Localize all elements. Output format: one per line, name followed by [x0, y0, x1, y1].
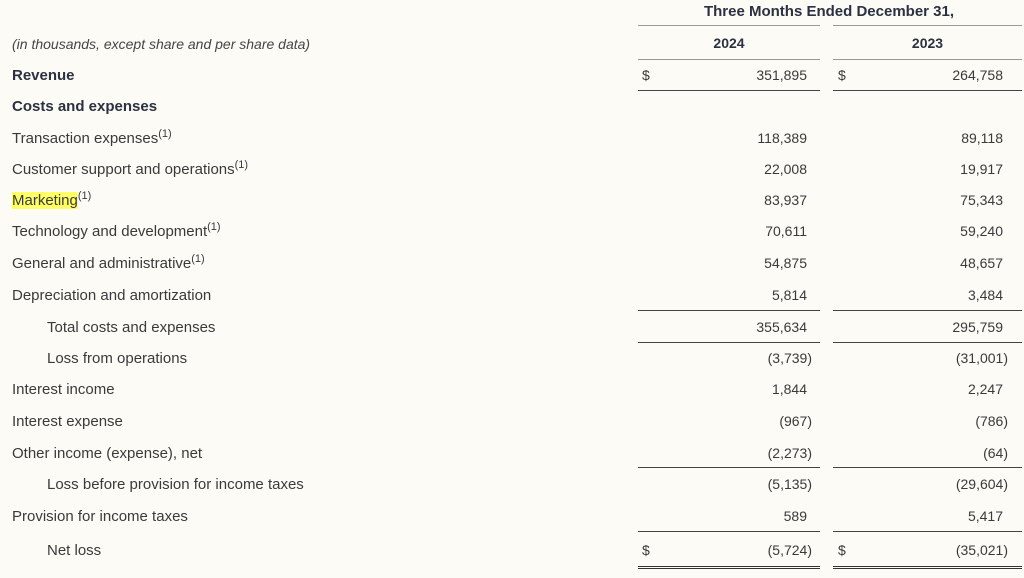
footnote-marker: (1) — [207, 221, 221, 233]
value-2023: 48,657 — [960, 255, 1003, 271]
row-label-costs-and-expenses: Costs and expenses — [12, 98, 158, 115]
value-2024: 5,814 — [771, 287, 807, 303]
value-2023: 59,240 — [960, 223, 1003, 239]
value-2024: 118,389 — [757, 130, 807, 146]
value-2023: (786) — [975, 413, 1008, 429]
value-2024: 589 — [783, 508, 807, 524]
value-2024: 83,937 — [764, 192, 807, 208]
value-2023: 3,484 — [967, 287, 1003, 303]
row-label-provision-taxes: Provision for income taxes — [12, 508, 188, 525]
value-2024: 22,008 — [764, 161, 807, 177]
value-2023: (29,604) — [955, 476, 1008, 492]
underline-other-2024 — [638, 467, 820, 468]
underline-revenue-2023 — [833, 90, 1022, 91]
currency-symbol: $ — [642, 67, 650, 83]
row-label-general-administrative: General and administrative(1) — [12, 253, 205, 273]
header-rule-2023 — [833, 25, 1022, 26]
value-2023: (64) — [983, 445, 1008, 461]
footnote-marker: (1) — [158, 128, 172, 140]
footnote-marker: (1) — [77, 190, 92, 202]
row-label-loss-before-taxes: Loss before provision for income taxes — [47, 476, 304, 493]
value-2023: 264,758 — [952, 67, 1003, 83]
row-label-total-costs: Total costs and expenses — [47, 319, 216, 336]
header-rule-2024 — [638, 25, 820, 26]
underline-depreciation-2024 — [638, 310, 820, 311]
period-header: Three Months Ended December 31, — [703, 3, 955, 20]
header-underline-2023 — [833, 59, 1022, 60]
underline-provision-2023 — [833, 531, 1022, 532]
row-label-customer-support: Customer support and operations(1) — [12, 159, 249, 179]
value-2024: (2,273) — [767, 445, 812, 461]
value-2023: 19,917 — [960, 161, 1003, 177]
row-label-loss-from-operations: Loss from operations — [47, 350, 188, 367]
underline-provision-2024 — [638, 531, 820, 532]
units-note: (in thousands, except share and per shar… — [12, 36, 311, 52]
underline-revenue-2024 — [638, 90, 820, 91]
value-2024: (5,135) — [767, 476, 812, 492]
value-2023: 295,759 — [952, 319, 1003, 335]
row-label-net-loss: Net loss — [47, 542, 102, 559]
value-2023: 2,247 — [967, 381, 1003, 397]
row-label-depreciation: Depreciation and amortization — [12, 287, 212, 304]
row-label-revenue: Revenue — [12, 67, 75, 84]
value-2024: 1,844 — [771, 381, 807, 397]
underline-other-2023 — [833, 467, 1022, 468]
value-2023: 89,118 — [961, 130, 1003, 146]
row-label-transaction-expenses: Transaction expenses(1) — [12, 128, 172, 148]
double-underline-netloss-2023 — [833, 566, 1022, 569]
value-2024: 70,611 — [765, 223, 807, 239]
value-2024: 54,875 — [764, 255, 807, 271]
underline-total-2023 — [833, 342, 1022, 343]
value-2023: (35,021) — [955, 542, 1008, 558]
underline-total-2024 — [638, 342, 820, 343]
highlighted-text: Marketing — [12, 192, 78, 209]
value-2023: 5,417 — [967, 508, 1003, 524]
value-2024: (967) — [779, 413, 812, 429]
currency-symbol: $ — [642, 542, 650, 558]
value-2024: 355,634 — [756, 319, 807, 335]
value-2024: (3,739) — [767, 350, 812, 366]
double-underline-netloss-2024 — [638, 566, 820, 569]
currency-symbol: $ — [838, 542, 846, 558]
year-header-2024: 2024 — [713, 35, 745, 51]
row-label-interest-expense: Interest expense — [12, 413, 123, 430]
footnote-marker: (1) — [234, 159, 249, 171]
currency-symbol: $ — [838, 67, 846, 83]
row-label-technology-development: Technology and development(1) — [12, 221, 221, 241]
underline-depreciation-2023 — [833, 310, 1022, 311]
value-2023: (31,001) — [955, 350, 1008, 366]
year-header-2023: 2023 — [911, 35, 944, 51]
value-2024: 351,895 — [756, 67, 807, 83]
row-label-other-income: Other income (expense), net — [12, 445, 203, 462]
value-2023: 75,343 — [960, 192, 1003, 208]
header-underline-2024 — [638, 59, 820, 60]
row-label-interest-income: Interest income — [12, 381, 115, 398]
row-label-marketing: Marketing(1) — [12, 190, 92, 209]
value-2024: (5,724) — [767, 542, 812, 558]
footnote-marker: (1) — [191, 253, 205, 265]
